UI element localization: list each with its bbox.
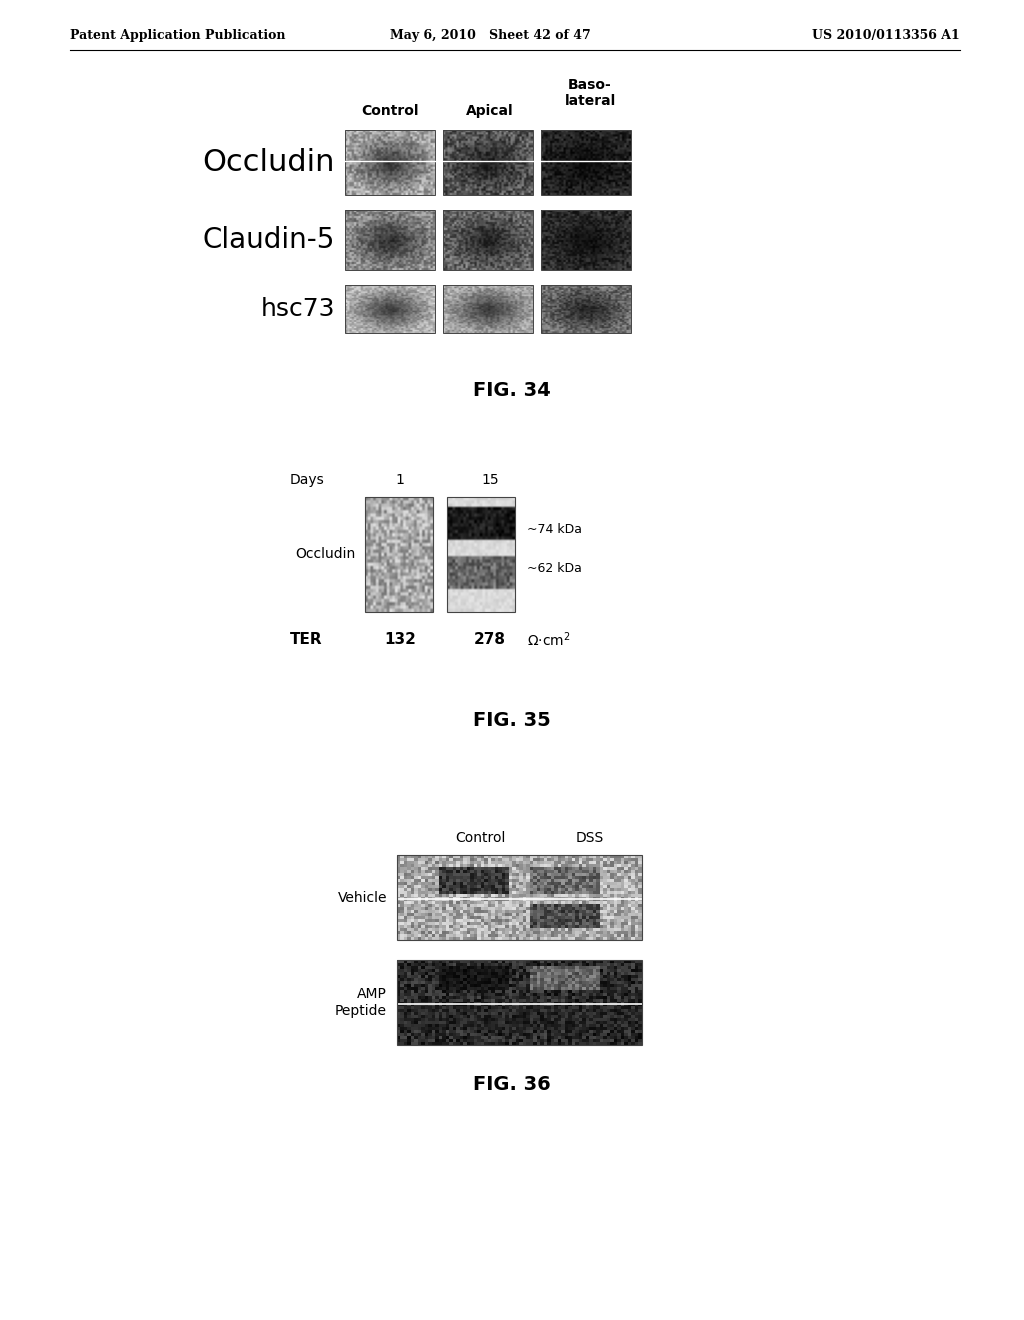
Bar: [541, 129, 631, 195]
Text: Occludin: Occludin: [295, 548, 355, 561]
Text: 15: 15: [481, 473, 499, 487]
Text: Apical: Apical: [466, 104, 514, 117]
Text: FIG. 35: FIG. 35: [473, 710, 551, 730]
Bar: [397, 855, 642, 940]
Text: DSS: DSS: [575, 832, 604, 845]
Bar: [345, 210, 435, 271]
Text: Claudin-5: Claudin-5: [203, 226, 335, 253]
Text: 1: 1: [395, 473, 404, 487]
Text: hsc73: hsc73: [260, 297, 335, 321]
Bar: [345, 285, 435, 333]
Bar: [397, 960, 642, 1045]
Text: May 6, 2010   Sheet 42 of 47: May 6, 2010 Sheet 42 of 47: [390, 29, 591, 41]
Text: 132: 132: [384, 632, 416, 648]
Bar: [443, 210, 534, 271]
Text: Baso-
lateral: Baso- lateral: [564, 78, 615, 108]
Bar: [345, 129, 435, 195]
Bar: [541, 285, 631, 333]
Text: Vehicle: Vehicle: [338, 891, 387, 904]
Bar: [365, 498, 433, 612]
Text: 278: 278: [474, 632, 506, 648]
Text: Ω·cm$^2$: Ω·cm$^2$: [527, 631, 570, 649]
Bar: [443, 285, 534, 333]
Text: FIG. 36: FIG. 36: [473, 1076, 551, 1094]
Text: Occludin: Occludin: [203, 148, 335, 177]
Text: Control: Control: [361, 104, 419, 117]
Bar: [447, 498, 515, 612]
Text: Days: Days: [290, 473, 325, 487]
Text: TER: TER: [290, 632, 323, 648]
Text: ~62 kDa: ~62 kDa: [527, 562, 582, 574]
Text: Patent Application Publication: Patent Application Publication: [70, 29, 286, 41]
Bar: [443, 129, 534, 195]
Text: FIG. 34: FIG. 34: [473, 380, 551, 400]
Text: ~74 kDa: ~74 kDa: [527, 523, 582, 536]
Text: Control: Control: [455, 832, 505, 845]
Bar: [541, 210, 631, 271]
Text: AMP
Peptide: AMP Peptide: [335, 987, 387, 1018]
Text: US 2010/0113356 A1: US 2010/0113356 A1: [812, 29, 961, 41]
